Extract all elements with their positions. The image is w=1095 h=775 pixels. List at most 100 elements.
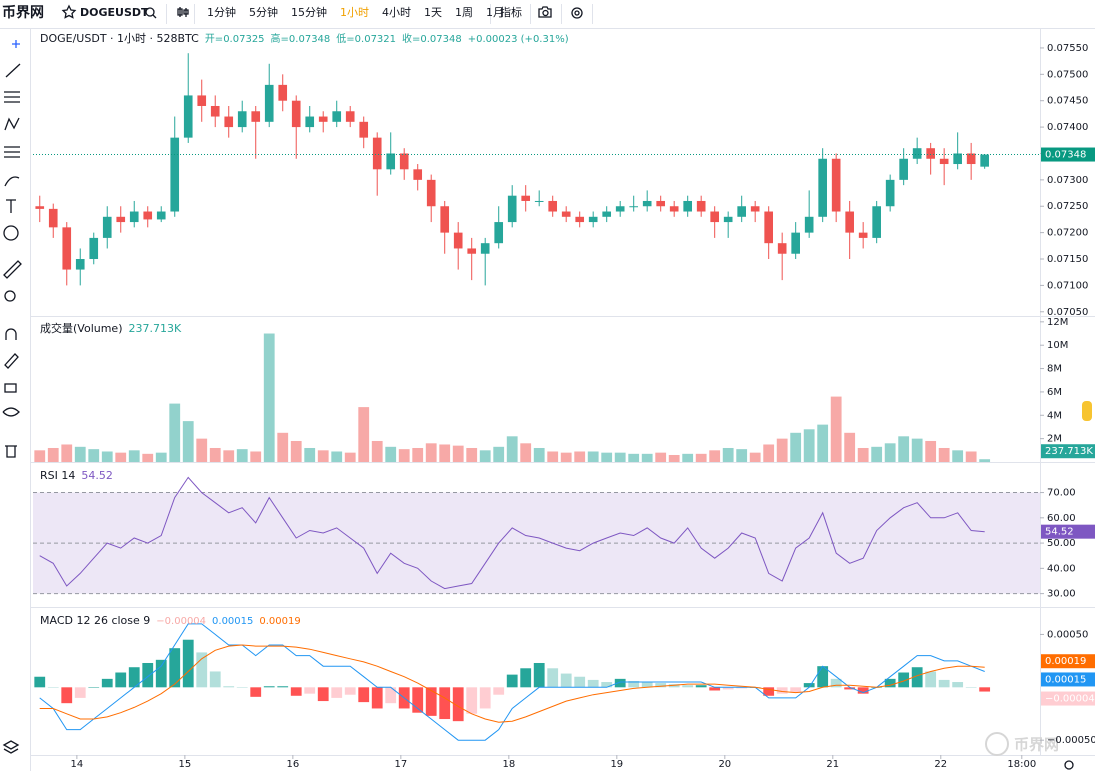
interval-button[interactable]: 1小时: [340, 6, 369, 19]
volume-bar: [466, 447, 478, 462]
layers-tool[interactable]: [2, 740, 20, 754]
projection-tool[interactable]: [4, 146, 20, 158]
rsi-tag-label: 54.52: [1045, 527, 1074, 538]
candle-body: [980, 154, 989, 167]
candle-body: [494, 222, 504, 244]
volume-bar: [439, 444, 451, 462]
macd-histogram-bar: [88, 687, 100, 688]
macd-histogram-bar: [493, 687, 505, 695]
candle-body: [440, 206, 450, 233]
magnet-tool[interactable]: [5, 328, 17, 340]
indicators-button[interactable]: 指标: [500, 5, 522, 19]
candle-body: [507, 195, 517, 223]
chart-type-icon[interactable]: [177, 7, 189, 17]
candle-body: [116, 216, 126, 223]
candle-body: [602, 211, 612, 217]
pattern-tool[interactable]: [4, 117, 20, 131]
macd-histogram-bar: [250, 687, 262, 697]
text-tool[interactable]: [6, 199, 16, 213]
fib-tool[interactable]: [4, 91, 20, 103]
crosshair-tool[interactable]: [12, 40, 20, 48]
volume-bar: [277, 432, 289, 462]
settings-icon[interactable]: [571, 7, 583, 19]
rsi-line: [39, 476, 985, 590]
volume-bar: [155, 452, 167, 462]
interval-button[interactable]: 1分钟: [207, 5, 236, 19]
interval-button[interactable]: 5分钟: [249, 5, 278, 19]
macd-histogram-bar: [628, 680, 640, 688]
measure-tool[interactable]: [3, 260, 22, 279]
candle-body: [102, 216, 112, 238]
search-icon-handle: [152, 14, 157, 19]
trend-line-tool[interactable]: [5, 63, 21, 78]
lock-drawing-tool[interactable]: [4, 353, 19, 369]
watermark: 币界网: [1014, 736, 1059, 754]
macd-tag: [1041, 672, 1095, 687]
volume-bar: [304, 447, 316, 462]
volume-bar: [34, 450, 46, 462]
symbol[interactable]: DOGEUSDT: [80, 6, 149, 19]
volume-bar: [196, 438, 208, 462]
volume-bar: [560, 452, 572, 462]
search-icon[interactable]: [145, 7, 155, 17]
emoji-tool[interactable]: [3, 225, 19, 241]
volume-bar: [641, 453, 653, 462]
macd-histogram-bar: [898, 672, 910, 688]
interval-button[interactable]: 1周: [455, 6, 473, 19]
volume-bar: [385, 446, 397, 462]
candle-body: [210, 105, 220, 117]
macd-histogram-bar: [884, 678, 896, 688]
axis-settings-icon[interactable]: [1064, 760, 1074, 770]
candle-body: [251, 111, 261, 122]
collapse-button[interactable]: [1082, 401, 1092, 421]
brush-tool[interactable]: [4, 176, 20, 187]
y-tick-label: 40.00: [1047, 563, 1076, 574]
favorite-icon[interactable]: [61, 4, 77, 19]
candle-body: [413, 169, 423, 180]
interval-button[interactable]: 1月: [486, 6, 504, 19]
macd-histogram-bar: [304, 687, 316, 694]
macd-histogram-bar: [641, 682, 653, 688]
volume-bar: [236, 449, 248, 462]
candle-body: [237, 111, 247, 128]
macd-histogram-bar: [277, 686, 289, 688]
volume-bar: [979, 459, 991, 462]
candle-body: [332, 111, 342, 122]
signal-value: 0.00019: [259, 616, 300, 627]
volume-bar: [169, 403, 181, 462]
macd-histogram-bar: [682, 685, 694, 688]
rsi-tag: [1041, 524, 1095, 539]
volume-bar: [74, 446, 86, 462]
macd-histogram-bar: [830, 678, 842, 688]
macd-histogram-bar: [790, 687, 802, 693]
macd-histogram-bar: [169, 648, 181, 688]
macd-histogram-bar: [317, 687, 329, 702]
volume-bar: [574, 451, 586, 462]
volume-bar: [884, 443, 896, 462]
lock-tool[interactable]: [4, 383, 17, 393]
zoom-tool[interactable]: [4, 290, 16, 302]
interval-button[interactable]: 15分钟: [291, 5, 327, 19]
candle-body: [777, 243, 787, 254]
y-tick-label: 6M: [1047, 387, 1062, 398]
snapshot-icon[interactable]: [538, 6, 552, 18]
macd-histogram-bar: [574, 676, 586, 688]
delete-tool[interactable]: [5, 445, 17, 458]
ohlc-value: +0.00023 (+0.31%): [468, 34, 569, 45]
ohlc-value: 低=0.07321: [336, 32, 396, 45]
y-tick-label: 0.07450: [1047, 96, 1088, 107]
macd-histogram-bar: [695, 685, 707, 688]
interval-button[interactable]: 4小时: [382, 6, 411, 19]
candle-body: [359, 121, 369, 138]
interval-button[interactable]: 1天: [424, 6, 442, 19]
y-tick-label: 0.07200: [1047, 228, 1088, 239]
pane-title: MACD 12 26 close 9: [40, 614, 150, 627]
volume-bar: [142, 453, 154, 462]
volume-bar: [952, 450, 964, 462]
logo: 币界网: [2, 5, 44, 21]
visibility-tool[interactable]: [2, 407, 20, 417]
candle-body: [548, 200, 558, 212]
macd-histogram-bar: [668, 684, 680, 688]
